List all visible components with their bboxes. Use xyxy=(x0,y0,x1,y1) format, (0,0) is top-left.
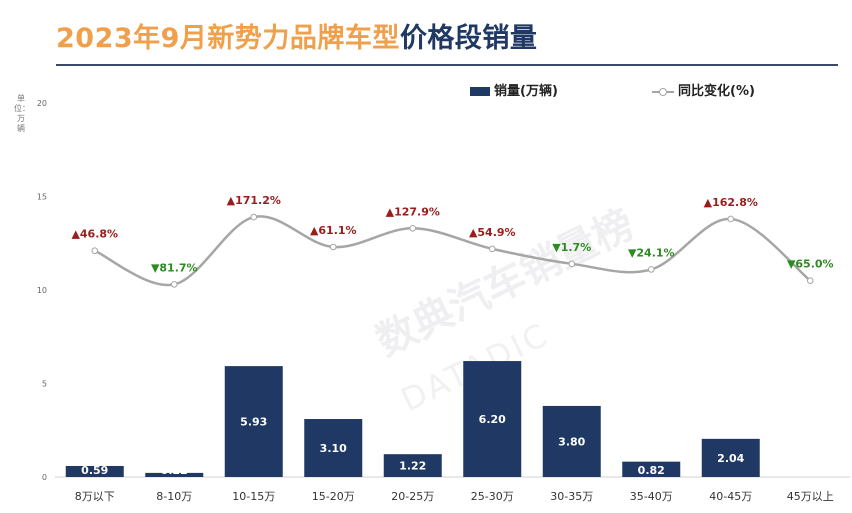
yoy-marker xyxy=(91,247,99,255)
y-tick-label: 0 xyxy=(42,473,47,482)
yoy-marker xyxy=(170,281,178,288)
bar xyxy=(701,438,760,477)
legend-label-sales: 销量(万辆) xyxy=(494,84,558,99)
bar-value-label: 5.93 xyxy=(240,416,267,429)
x-tick-label: 10-15万 xyxy=(232,490,275,503)
yoy-change-label: ▼81.7% xyxy=(151,261,198,274)
bar-value-label: 6.20 xyxy=(479,413,506,426)
yoy-marker xyxy=(647,266,655,273)
yoy-change-label: ▲46.8% xyxy=(71,228,118,241)
y-tick-label: 20 xyxy=(37,99,47,108)
legend-item-sales: 销量(万辆) xyxy=(470,80,558,99)
legend-bar-swatch xyxy=(470,87,490,96)
bar xyxy=(224,366,283,477)
title-divider xyxy=(56,64,838,66)
bar xyxy=(463,361,522,477)
y-tick-label: 5 xyxy=(42,380,47,389)
yoy-marker xyxy=(488,245,496,253)
chart-title-part2: 价格段销量 xyxy=(399,23,538,54)
x-tick-label: 15-20万 xyxy=(312,490,355,503)
bar-value-label: 3.80 xyxy=(558,435,585,448)
yoy-marker xyxy=(250,213,258,221)
yoy-line xyxy=(94,215,812,287)
yoy-change-label: ▼24.1% xyxy=(628,246,675,259)
yoy-marker xyxy=(329,243,337,251)
bar xyxy=(622,461,681,477)
x-tick-label: 35-40万 xyxy=(630,490,673,503)
x-tick-label: 25-30万 xyxy=(471,490,514,503)
x-tick-label: 30-35万 xyxy=(550,490,593,503)
x-tick-label: 20-25万 xyxy=(391,490,434,503)
yoy-marker xyxy=(727,215,735,223)
yoy-marker xyxy=(409,224,417,232)
bar xyxy=(145,472,204,477)
x-tick-label: 8万以下 xyxy=(75,490,115,503)
bar-value-label: 0.59 xyxy=(81,464,108,477)
chart-title: 2023年9月新势力品牌车型价格段销量 xyxy=(56,16,537,55)
yoy-change-label: ▲54.9% xyxy=(469,226,516,239)
yoy-marker xyxy=(806,277,814,284)
bar xyxy=(65,465,124,477)
bar xyxy=(304,419,363,477)
legend-line-swatch xyxy=(652,87,674,97)
x-tick-label: 45万以上 xyxy=(787,490,834,503)
bar-value-label: 0.22 xyxy=(161,464,188,477)
x-tick-label: 40-45万 xyxy=(709,490,752,503)
legend-label-yoy: 同比变化(%) xyxy=(678,84,755,99)
yoy-change-label: ▼1.7% xyxy=(552,241,591,254)
bar-value-label: 3.10 xyxy=(320,442,347,455)
yoy-change-label: ▲171.2% xyxy=(227,194,281,207)
yoy-change-label: ▲61.1% xyxy=(310,224,357,237)
bar-value-label: 0.82 xyxy=(638,464,665,477)
legend-item-yoy: 同比变化(%) xyxy=(652,80,755,99)
y-tick-label: 15 xyxy=(37,193,47,202)
yoy-marker xyxy=(568,260,576,268)
bar xyxy=(542,405,601,477)
chart-title-part1: 2023年9月新势力品牌车型 xyxy=(56,23,400,54)
y-tick-label: 10 xyxy=(37,286,47,295)
yoy-change-label: ▼65.0% xyxy=(787,258,834,271)
yoy-change-label: ▲127.9% xyxy=(386,205,440,218)
bar-value-label: 1.22 xyxy=(399,460,426,473)
yoy-change-label: ▲162.8% xyxy=(704,196,758,209)
bar xyxy=(383,454,442,477)
unit-label: 单位：万辆 xyxy=(14,94,30,133)
bar-value-label: 2.04 xyxy=(717,452,744,465)
x-tick-label: 8-10万 xyxy=(156,490,192,503)
